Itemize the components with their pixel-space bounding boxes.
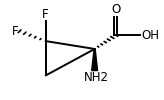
Text: OH: OH — [141, 29, 159, 42]
Text: F: F — [12, 25, 19, 38]
Text: F: F — [42, 8, 49, 21]
Text: NH2: NH2 — [84, 71, 109, 84]
Polygon shape — [92, 49, 98, 71]
Text: O: O — [111, 3, 121, 16]
